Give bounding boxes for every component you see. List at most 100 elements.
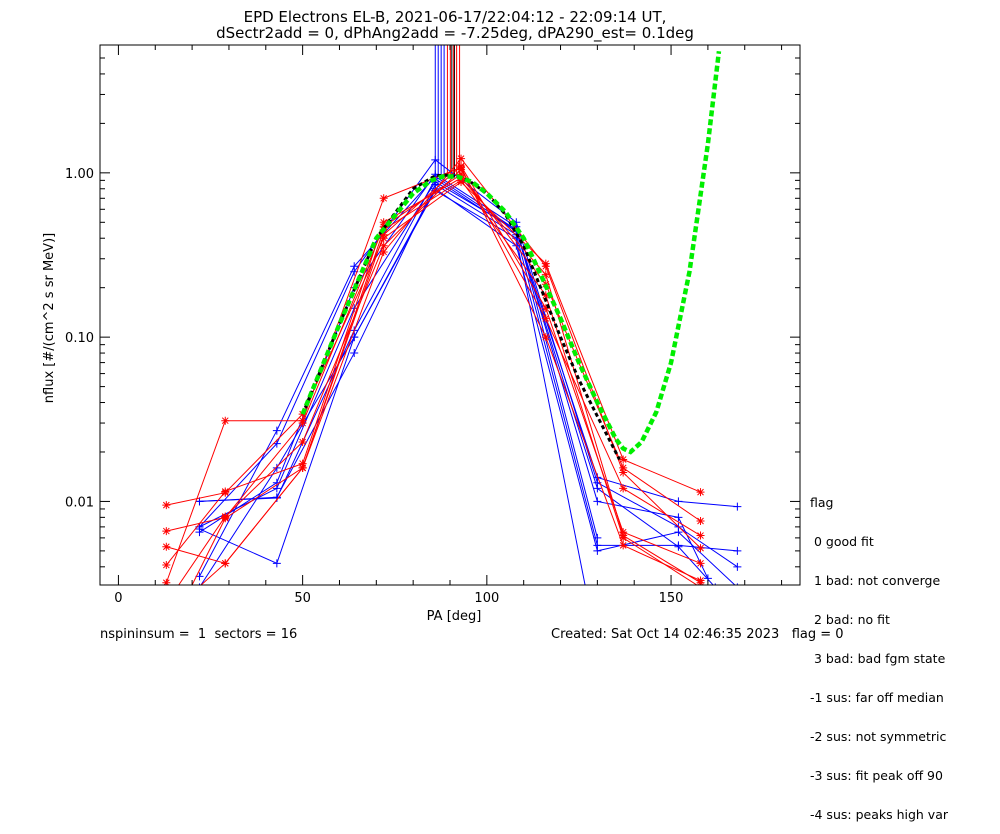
data-point (221, 559, 230, 568)
data-point (593, 643, 601, 650)
data-point (674, 497, 683, 506)
data-point (674, 513, 683, 522)
data-point (162, 612, 170, 620)
fit-curve-green (300, 50, 722, 455)
series-line (165, 177, 701, 584)
data-point (457, 176, 466, 185)
data-point (162, 599, 170, 607)
data-point (379, 230, 388, 239)
series-line (199, 183, 738, 552)
data-point (696, 578, 705, 585)
data-point (593, 546, 602, 555)
data-point (457, 165, 466, 174)
series-line (199, 181, 709, 579)
data-point (619, 455, 628, 464)
data-point (162, 501, 171, 510)
data-point (541, 291, 550, 300)
data-point (379, 247, 388, 256)
series-line (191, 179, 698, 585)
data-point (272, 426, 281, 435)
data-point (541, 314, 550, 323)
series-line (199, 178, 714, 585)
legend-item: -2 sus: not symmetric (810, 729, 947, 744)
data-point (298, 463, 307, 472)
data-point (593, 497, 602, 506)
data-point (298, 438, 307, 447)
data-point (162, 561, 171, 570)
legend-item: -4 sus: peaks high var (810, 807, 949, 822)
x-tick-label: 150 (659, 591, 684, 606)
chart-title-line-1: EPD Electrons EL-B, 2021-06-17/22:04:12 … (244, 8, 667, 26)
series-line (166, 173, 701, 532)
data-point (272, 493, 281, 502)
data-point (593, 484, 602, 493)
data-point (195, 528, 204, 537)
data-point (221, 487, 230, 496)
series-line (200, 188, 736, 585)
legend-item: 0 good fit (810, 534, 874, 549)
data-point (619, 463, 628, 472)
data-point (733, 502, 742, 511)
data-point (379, 194, 388, 203)
data-point (221, 416, 230, 425)
data-point (298, 459, 307, 468)
data-point (541, 270, 550, 279)
y-tick-label: 0.01 (65, 495, 94, 510)
data-point (162, 578, 171, 585)
axes-layer: 0 50 100 150 0.01 0.10 1.00 (65, 44, 801, 606)
legend-item: 3 bad: bad fgm state (810, 651, 946, 666)
flag-legend: flag 0 good fit 1 bad: not converge 2 ba… (810, 470, 948, 834)
series-line (199, 189, 586, 585)
legend-item: 2 bad: no fit (810, 612, 890, 627)
data-point (696, 488, 705, 497)
data-point (619, 541, 628, 550)
data-point (298, 416, 307, 425)
data-point (696, 517, 705, 526)
footer-right: Created: Sat Oct 14 02:46:35 2023 flag =… (551, 627, 844, 642)
data-point (674, 528, 683, 537)
data-point (379, 241, 388, 250)
data-point (674, 542, 683, 551)
data-point (619, 468, 628, 477)
data-point (696, 559, 705, 568)
data-point (593, 533, 602, 542)
data-point (350, 349, 359, 358)
data-point (431, 155, 440, 164)
series-line (178, 168, 701, 585)
series-line (165, 166, 701, 583)
series-line (199, 175, 738, 577)
data-point (272, 559, 281, 568)
series-line (199, 173, 598, 539)
chart-title-line-2: dSectr2add = 0, dPhAng2add = -7.25deg, d… (216, 24, 694, 43)
y-tick-label: 0.10 (65, 331, 94, 346)
data-point (619, 484, 628, 493)
data-point (272, 463, 281, 472)
data-point (379, 218, 388, 227)
legend-item: 1 bad: not converge (810, 573, 941, 588)
y-axis-label: nflux [#/(cm^2 s sr MeV)] (42, 233, 57, 403)
data-point (162, 527, 171, 536)
data-point (733, 562, 742, 571)
y-tick-label: 1.00 (65, 167, 94, 182)
x-tick-label: 0 (114, 591, 122, 606)
legend-item: -3 sus: fit peak off 90 (810, 768, 943, 783)
data-point (619, 533, 628, 542)
legend-item: -1 sus: far off median (810, 690, 944, 705)
x-tick-label: 50 (294, 591, 311, 606)
data-point (221, 514, 230, 523)
data-point (457, 154, 466, 163)
data-layer (162, 45, 742, 650)
data-point (162, 542, 171, 551)
data-point (696, 531, 705, 540)
data-point (541, 262, 550, 271)
data-point (541, 333, 550, 342)
data-point (541, 304, 550, 313)
footer-left: nspininsum = 1 sectors = 16 (100, 627, 298, 642)
x-tick-label: 100 (474, 591, 499, 606)
data-point (195, 497, 204, 506)
data-point (696, 544, 705, 553)
legend-item: flag (810, 495, 834, 510)
x-axis-label: PA [deg] (427, 609, 482, 624)
data-point (733, 546, 742, 555)
chart-canvas: EPD Electrons EL-B, 2021-06-17/22:04:12 … (42, 8, 801, 650)
